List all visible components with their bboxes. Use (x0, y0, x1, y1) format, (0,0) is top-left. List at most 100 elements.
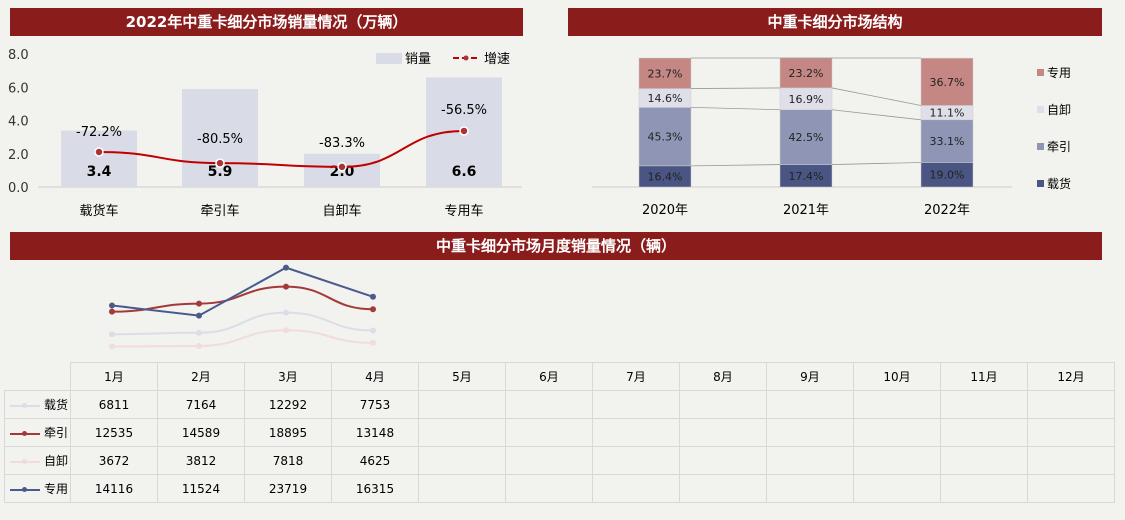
table-row: 自卸 3672 3812 7818 4625 (4, 446, 1115, 475)
table-cell: 13148 (331, 418, 419, 447)
series-connector (831, 162, 922, 165)
series-name: 载货 (43, 398, 68, 412)
monthly-point (196, 329, 202, 336)
table-cell (418, 418, 506, 447)
category-label: 牵引车 (200, 203, 239, 219)
table-cell (1027, 446, 1115, 475)
legend-label: 专用 (1047, 65, 1071, 80)
bar-value-label: 6.6 (452, 164, 477, 180)
legend-line-icon (9, 458, 40, 464)
table-cell: 3672 (70, 446, 158, 475)
table-cell: 3812 (157, 446, 245, 475)
bar-value-label: 5.9 (208, 164, 233, 180)
monthly-point (196, 342, 202, 349)
category-label: 2020年 (642, 203, 688, 218)
month-header: 5月 (418, 362, 506, 391)
legend-label: 牵引 (1047, 140, 1071, 154)
category-label: 2021年 (783, 203, 829, 218)
table-cell (766, 418, 854, 447)
table-cell (505, 418, 593, 447)
table-cell (766, 390, 854, 419)
series-connector (690, 87, 781, 89)
monthly-line (111, 329, 374, 348)
table-cell (1027, 390, 1115, 419)
segment-label: 17.4% (789, 170, 824, 183)
legend-line-icon (9, 486, 40, 492)
row-label: 专用 (4, 474, 71, 503)
table-row: 专用 14116 11524 23719 16315 (4, 474, 1115, 503)
legend-line-icon (9, 430, 40, 436)
monthly-point (109, 302, 115, 309)
table-cell (679, 474, 767, 503)
growth-point (337, 162, 347, 172)
table-row: 牵引 12535 14589 18895 13148 (4, 418, 1115, 447)
table-cell (853, 446, 941, 475)
row-label: 牵引 (4, 418, 71, 447)
row-label: 载货 (4, 390, 71, 419)
monthly-chart-title: 中重卡细分市场月度销量情况（辆） (10, 232, 1102, 260)
segment-label: 36.7% (930, 76, 965, 89)
stack-segment (920, 162, 974, 188)
segment-label: 23.7% (648, 67, 683, 80)
category-label: 专用车 (444, 203, 483, 219)
table-cell (505, 390, 593, 419)
growth-label: -83.3% (319, 136, 365, 151)
monthly-table: 1月 2月 3月 4月 5月 6月 7月 8月 9月 10月 11月 12月 载货 6811 7164 122… (4, 362, 1115, 503)
row-label: 自卸 (4, 446, 71, 475)
monthly-point (283, 309, 289, 316)
series-name: 专用 (43, 482, 68, 496)
table-cell (940, 390, 1028, 419)
series-connector (831, 87, 922, 106)
segment-label: 19.0% (930, 169, 965, 182)
table-cell (592, 474, 680, 503)
table-cell (679, 446, 767, 475)
growth-point (94, 147, 104, 157)
y-tick-label: 2.0 (8, 148, 29, 163)
month-header: 7月 (592, 362, 680, 391)
table-cell: 12292 (244, 390, 332, 419)
table-cell (679, 418, 767, 447)
bar-value-label: 3.4 (87, 164, 112, 180)
table-cell (418, 390, 506, 419)
series-connector (831, 109, 922, 121)
table-cell: 4625 (331, 446, 419, 475)
table-cell (592, 390, 680, 419)
series-name: 自卸 (43, 454, 68, 468)
legend-sales-label: 销量 (405, 52, 431, 67)
monthly-point (196, 312, 202, 319)
table-corner (4, 362, 71, 391)
monthly-point (109, 331, 115, 338)
table-cell (766, 446, 854, 475)
table-cell (679, 390, 767, 419)
monthly-point (370, 306, 376, 313)
month-header: 11月 (940, 362, 1028, 391)
month-header: 2月 (157, 362, 245, 391)
table-cell: 11524 (157, 474, 245, 503)
legend-label: 载货 (1047, 176, 1071, 191)
growth-point (215, 158, 225, 168)
y-tick-label: 6.0 (8, 81, 29, 96)
table-cell (940, 474, 1028, 503)
table-cell (853, 390, 941, 419)
stack-segment (638, 107, 692, 167)
table-cell: 7753 (331, 390, 419, 419)
table-cell (1027, 474, 1115, 503)
month-header: 1月 (70, 362, 158, 391)
table-cell (1027, 418, 1115, 447)
category-label: 载货车 (79, 203, 118, 219)
monthly-line (111, 266, 374, 317)
table-cell (592, 418, 680, 447)
legend-growth-marker (463, 55, 469, 61)
sales-chart-title: 2022年中重卡细分市场销量情况（万辆） (10, 8, 523, 36)
monthly-point (109, 343, 115, 350)
month-header: 6月 (505, 362, 593, 391)
table-cell (853, 418, 941, 447)
growth-line (98, 129, 465, 168)
table-cell (505, 474, 593, 503)
growth-label: -72.2% (76, 125, 122, 140)
growth-label: -56.5% (441, 103, 487, 118)
month-header: 12月 (1027, 362, 1115, 391)
legend-swatch (1037, 180, 1044, 187)
monthly-point (283, 264, 289, 271)
